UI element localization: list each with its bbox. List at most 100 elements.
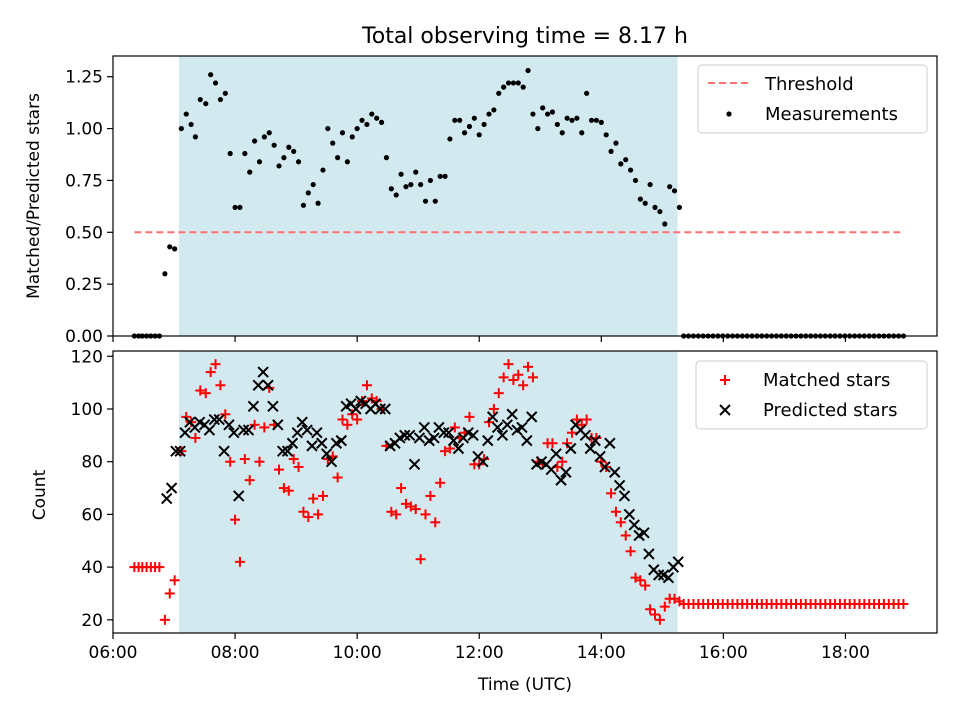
matched-star-point (488, 403, 499, 414)
x-axis-label: Time (UTC) (477, 675, 572, 695)
measurement-point (261, 134, 267, 140)
predicted-star-point (413, 432, 426, 444)
matched-star-point (337, 414, 348, 425)
predicted-star-point (213, 413, 225, 426)
predicted-star-point (267, 400, 279, 413)
predicted-star-point (203, 424, 216, 436)
matched-star-point (298, 506, 309, 517)
predicted-star-point (316, 437, 328, 449)
predicted-star-point (170, 445, 182, 457)
predicted-star-point (628, 519, 640, 531)
matched-star-point (225, 456, 236, 467)
measurement-point (564, 115, 570, 121)
matched-star-point (205, 367, 216, 378)
measurement-point (471, 115, 477, 121)
measurement-point (252, 138, 258, 144)
observing-window-shade (178, 56, 678, 336)
measurement-point (349, 134, 355, 140)
measurement-point (339, 130, 346, 136)
measurement-point (579, 130, 585, 136)
measurement-point (276, 163, 282, 169)
matched-star-point (249, 419, 260, 430)
measurement-point (217, 96, 224, 103)
predicted-star-point (447, 434, 460, 447)
matched-star-point (610, 506, 621, 517)
measurement-point (584, 90, 590, 96)
predicted-star-point (408, 458, 421, 471)
matched-star-point (606, 488, 617, 499)
measurement-point (413, 169, 419, 175)
matched-star-point (635, 575, 646, 586)
measurement-point (300, 202, 307, 208)
measurement-point (398, 171, 404, 177)
matched-star-point (274, 464, 285, 475)
measurement-point (486, 111, 492, 117)
predicted-star-point (594, 450, 606, 463)
matched-star-point (317, 490, 328, 501)
y-tick-label: 1.25 (65, 68, 103, 88)
measurement-point (388, 186, 394, 192)
predicted-star-point (643, 548, 655, 560)
predicted-star-point (477, 455, 489, 468)
predicted-star-point (218, 445, 230, 457)
axes-frame (112, 350, 938, 634)
measurement-point (452, 117, 458, 123)
matched-star-point (313, 509, 324, 520)
measurement-point (603, 132, 609, 138)
x-tick-label: 08:00 (211, 643, 260, 663)
predicted-star-point (301, 424, 313, 436)
predicted-star-point (233, 490, 245, 502)
predicted-star-point (311, 426, 323, 439)
measurement-point (369, 111, 375, 117)
predicted-star-point (545, 463, 557, 476)
measurement-point (162, 271, 168, 277)
measurement-point (197, 96, 203, 103)
legend-measurements-swatch (726, 111, 732, 117)
measurement-point (447, 136, 453, 142)
predicted-star-point (486, 411, 499, 423)
measurement-point (208, 72, 214, 78)
matched-star-point (562, 438, 573, 449)
x-tick-label: 06:00 (89, 643, 138, 663)
x-tick-label: 16:00 (699, 643, 748, 663)
matched-star-point (498, 372, 509, 383)
measurement-point (676, 204, 683, 211)
measurement-point (310, 181, 316, 188)
measurement-point (491, 107, 497, 113)
predicted-star-point (228, 426, 240, 439)
predicted-star-point (428, 432, 440, 444)
predicted-star-point (252, 379, 264, 391)
matched-star-point (181, 411, 192, 422)
measurement-point (618, 161, 624, 167)
measurement-point (671, 188, 678, 194)
predicted-star-point (374, 403, 387, 415)
matched-star-point (425, 490, 436, 501)
measurement-point (281, 155, 287, 161)
measurement-point (554, 121, 560, 128)
measurement-point (525, 67, 531, 74)
predicted-star-point (306, 440, 318, 452)
measurement-point (510, 80, 517, 86)
predicted-star-point (335, 434, 347, 447)
predicted-star-point (609, 466, 621, 478)
matched-star-point (259, 422, 270, 433)
predicted-star-point (638, 527, 650, 539)
axes-frame (112, 55, 938, 337)
matched-star-point (332, 472, 343, 483)
matched-star-point (650, 609, 661, 620)
predicted-star-point (257, 366, 269, 378)
measurement-point (530, 111, 536, 117)
y-tick-label: 0.50 (65, 223, 103, 243)
predicted-star-point (223, 419, 235, 431)
matched-star-point (169, 575, 180, 586)
observing-window-shade (178, 351, 678, 633)
measurement-point (569, 117, 575, 123)
measurement-point (623, 157, 629, 163)
predicted-star-point (161, 492, 173, 505)
measurement-point (291, 148, 297, 155)
matched-star-point (159, 614, 170, 625)
predicted-star-point (452, 442, 465, 455)
y-tick-label: 100 (71, 400, 103, 420)
measurement-point (593, 117, 600, 123)
matched-star-point (239, 454, 250, 465)
